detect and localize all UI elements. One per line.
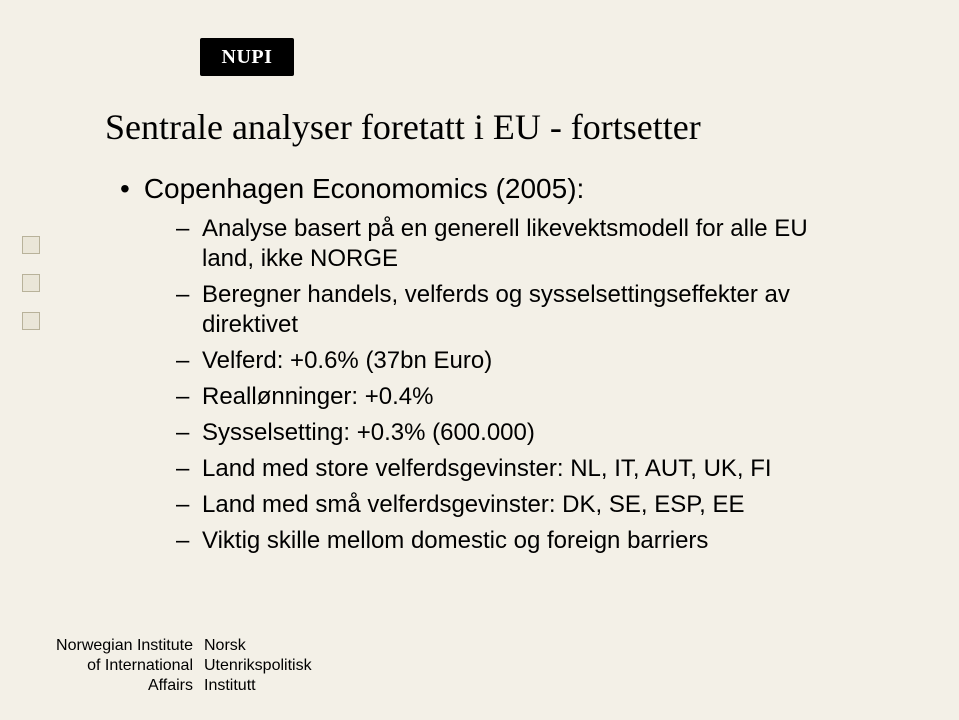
- footer-left: Norwegian Institute of International Aff…: [38, 636, 193, 696]
- list-item: – Analyse basert på en generell likevekt…: [176, 214, 860, 274]
- dash-icon: –: [176, 214, 190, 244]
- list-item: – Velferd: +0.6% (37bn Euro): [176, 346, 860, 376]
- footer-line: Utenrikspolitisk: [204, 656, 312, 676]
- slide: NUPI Sentrale analyser foretatt i EU - f…: [0, 0, 959, 720]
- list-item-text: Viktig skille mellom domestic og foreign…: [202, 526, 708, 556]
- logo-text: NUPI: [222, 46, 273, 69]
- dash-icon: –: [176, 526, 190, 556]
- list-item: • Copenhagen Economomics (2005):: [120, 172, 860, 206]
- footer-line: Affairs: [38, 676, 193, 696]
- list-item: – Land med store velferdsgevinster: NL, …: [176, 454, 860, 484]
- decorative-squares: [22, 236, 40, 330]
- dash-icon: –: [176, 346, 190, 376]
- list-item-text: Reallønninger: +0.4%: [202, 382, 433, 412]
- list-item: – Land med små velferdsgevinster: DK, SE…: [176, 490, 860, 520]
- footer-line: Norsk: [204, 636, 312, 656]
- footer-line: Institutt: [204, 676, 312, 696]
- list-item: – Reallønninger: +0.4%: [176, 382, 860, 412]
- dash-icon: –: [176, 280, 190, 310]
- list-item-text: Copenhagen Economomics (2005):: [144, 172, 584, 206]
- list-item-text: Velferd: +0.6% (37bn Euro): [202, 346, 492, 376]
- list-item-text: Sysselsetting: +0.3% (600.000): [202, 418, 535, 448]
- footer-right: Norsk Utenrikspolitisk Institutt: [204, 636, 312, 696]
- square-icon: [22, 312, 40, 330]
- dash-icon: –: [176, 382, 190, 412]
- list-item-text: Analyse basert på en generell likevektsm…: [202, 214, 860, 274]
- list-item: – Viktig skille mellom domestic og forei…: [176, 526, 860, 556]
- logo: NUPI: [200, 38, 294, 76]
- page-title: Sentrale analyser foretatt i EU - fortse…: [105, 106, 701, 148]
- square-icon: [22, 274, 40, 292]
- dash-icon: –: [176, 454, 190, 484]
- footer-line: Norwegian Institute: [38, 636, 193, 656]
- list-item-text: Beregner handels, velferds og sysselsett…: [202, 280, 860, 340]
- list-item: – Sysselsetting: +0.3% (600.000): [176, 418, 860, 448]
- content: • Copenhagen Economomics (2005): – Analy…: [120, 172, 860, 562]
- list-item-text: Land med store velferdsgevinster: NL, IT…: [202, 454, 772, 484]
- square-icon: [22, 236, 40, 254]
- footer-line: of International: [38, 656, 193, 676]
- dash-icon: –: [176, 490, 190, 520]
- list-item-text: Land med små velferdsgevinster: DK, SE, …: [202, 490, 744, 520]
- sublist: – Analyse basert på en generell likevekt…: [176, 214, 860, 556]
- bullet-icon: •: [120, 172, 130, 206]
- dash-icon: –: [176, 418, 190, 448]
- list-item: – Beregner handels, velferds og sysselse…: [176, 280, 860, 340]
